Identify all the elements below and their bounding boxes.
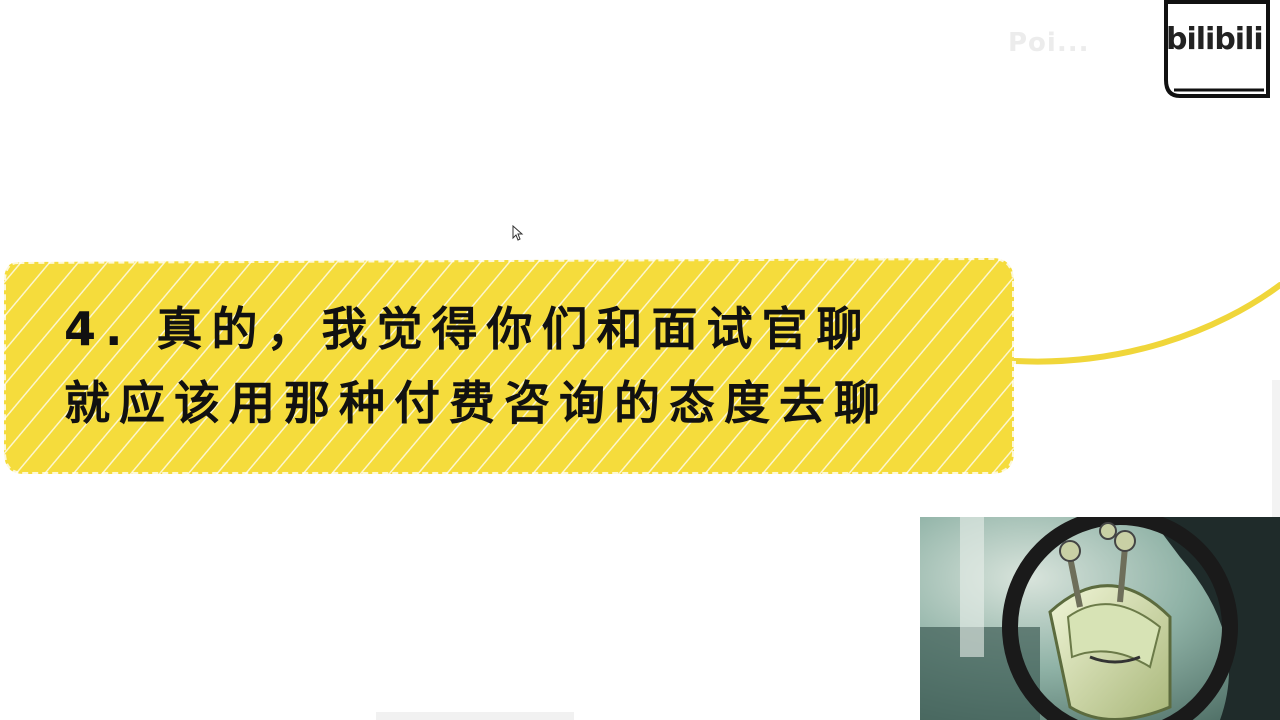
bilibili-logo-text: bilibili [1166, 22, 1264, 57]
highlight-banner [1, 255, 1016, 476]
bilibili-logo-icon [1164, 0, 1270, 98]
edge-shadow [1272, 380, 1280, 520]
slide-text: 4. 真的，我觉得你们和面试官聊 就应该用那种付费咨询的态度去聊 [64, 292, 1004, 440]
slide-line-1: 4. 真的，我觉得你们和面试官聊 [64, 302, 872, 356]
mouse-pointer-icon [512, 225, 524, 241]
bottom-strip [376, 712, 574, 720]
robot-avatar-icon [920, 517, 1280, 720]
slide-line-2: 就应该用那种付费咨询的态度去聊 [64, 376, 889, 430]
watermark-text: Poi... [1008, 28, 1090, 58]
